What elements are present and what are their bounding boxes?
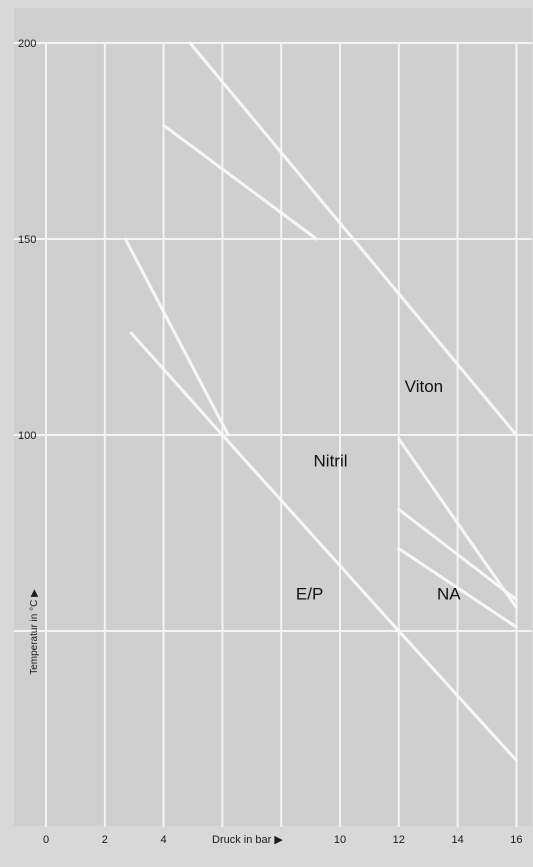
series-line-e-p	[397, 629, 518, 762]
y-tick-label: 150	[18, 234, 36, 246]
x-tick-label: 0	[43, 834, 49, 846]
x-tick-label: 12	[393, 834, 405, 846]
x-axis-label: Druck in bar ▶	[212, 834, 283, 846]
y-tick-label: 200	[18, 38, 36, 50]
series-line-nitril	[397, 437, 518, 609]
series-line-na	[397, 547, 518, 629]
x-tick-label: 14	[451, 834, 463, 846]
series-label-na: NA	[437, 585, 461, 604]
series-label-nitril: Nitril	[314, 451, 348, 470]
series-line-viton	[162, 123, 318, 241]
series-line-nitril	[123, 237, 230, 437]
series-label-viton: Viton	[405, 377, 443, 396]
series-line-e-p	[129, 331, 224, 437]
series-label-e-p: E/P	[296, 585, 323, 604]
y-axis-label: Temperatur in °C ▶	[29, 589, 40, 675]
series-line-na	[397, 507, 518, 602]
y-tick-label: 100	[18, 430, 36, 442]
plot-area	[14, 8, 532, 826]
x-tick-label: 16	[510, 834, 522, 846]
x-tick-label: 4	[161, 834, 167, 846]
x-tick-label: 2	[102, 834, 108, 846]
x-tick-label: 10	[334, 834, 346, 846]
series-line-e-p	[220, 433, 401, 633]
series-line-viton	[188, 41, 518, 437]
